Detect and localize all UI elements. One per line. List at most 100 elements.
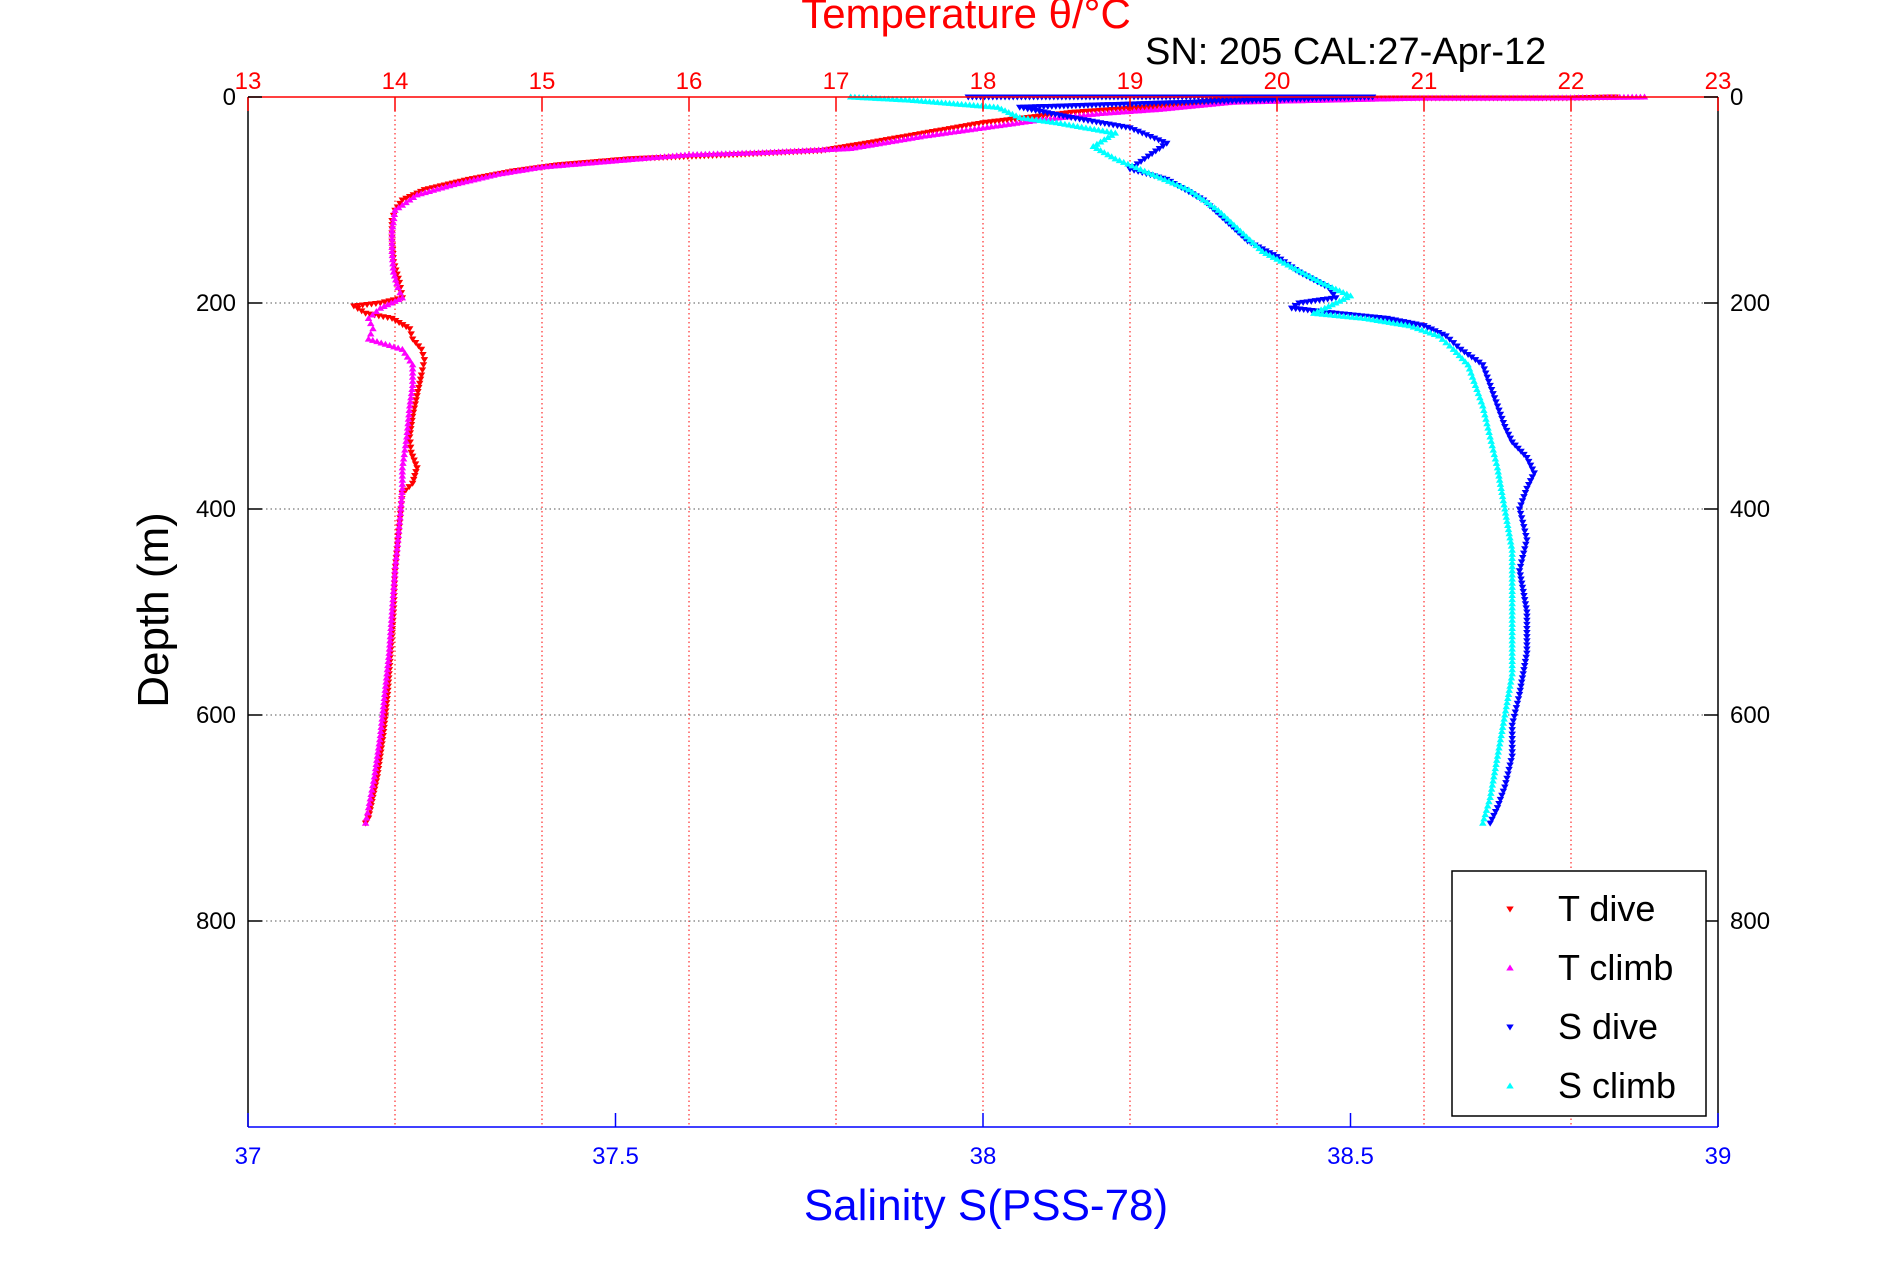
data-point (1332, 285, 1340, 292)
data-point (1335, 287, 1344, 294)
data-point (1124, 160, 1132, 167)
data-point (1109, 109, 1117, 116)
data-point (381, 340, 390, 347)
data-point (1122, 108, 1130, 115)
data-point (1488, 442, 1496, 449)
data-point (1001, 107, 1009, 114)
depth-tick-label-right: 0 (1730, 84, 1743, 111)
data-point (1173, 181, 1181, 188)
data-point (1310, 275, 1318, 282)
data-point (411, 339, 420, 346)
data-point (1140, 167, 1149, 174)
temperature-tick-label: 22 (1558, 68, 1585, 95)
data-point (1086, 125, 1094, 132)
data-point (387, 299, 396, 306)
data-point (1117, 108, 1126, 115)
salinity-tick-label: 37.5 (592, 1143, 639, 1170)
chart-subtitle: SN: 205 CAL:27-Apr-12 (1145, 31, 1546, 73)
data-point (1442, 333, 1450, 340)
data-point (425, 187, 434, 194)
data-point (1499, 419, 1508, 426)
data-point (1126, 107, 1134, 114)
data-point (1523, 454, 1531, 461)
data-point (900, 136, 908, 143)
data-point (367, 320, 375, 327)
data-point (1522, 541, 1530, 548)
data-point (1245, 236, 1254, 243)
data-point (1130, 107, 1138, 114)
data-point (941, 129, 949, 136)
data-point (486, 172, 494, 179)
data-point (1344, 313, 1352, 320)
data-point (1522, 605, 1530, 612)
data-point (1506, 435, 1515, 442)
legend: T dive T climb S dive S climb (1451, 870, 1707, 1117)
data-point (429, 186, 438, 193)
data-point (363, 809, 372, 816)
data-point (510, 168, 518, 175)
data-point (1329, 291, 1338, 298)
data-point (373, 338, 381, 345)
data-point (993, 103, 1002, 110)
data-point (1523, 617, 1531, 624)
data-point (1491, 809, 1500, 816)
data-point (1092, 110, 1101, 117)
data-point (482, 173, 490, 180)
data-point (1445, 342, 1454, 349)
data-point (1036, 117, 1044, 124)
data-point (417, 346, 426, 353)
data-point (1111, 155, 1120, 162)
data-point (871, 140, 879, 147)
data-point (1508, 753, 1516, 760)
data-point (391, 297, 399, 304)
depth-tick-label-left: 400 (196, 496, 236, 523)
data-point (1148, 171, 1157, 178)
temperature-tick-label: 16 (676, 68, 703, 95)
series-t-climb (361, 93, 1649, 826)
temperature-tick-label: 13 (235, 68, 262, 95)
data-point (1517, 576, 1525, 583)
data-point (1507, 758, 1515, 765)
data-point (1487, 437, 1495, 444)
data-point (369, 336, 377, 343)
data-point (1515, 691, 1524, 698)
data-point (1161, 176, 1169, 183)
data-point (1521, 601, 1530, 608)
data-point (1169, 179, 1177, 186)
data-point (1453, 343, 1461, 350)
data-point (383, 301, 392, 308)
data-point (1508, 722, 1516, 729)
data-point (365, 799, 374, 806)
data-point (1492, 399, 1500, 406)
data-point (863, 142, 871, 149)
data-point (1504, 431, 1513, 438)
data-point (1048, 118, 1057, 125)
data-point (1090, 125, 1099, 132)
data-point (1328, 301, 1336, 308)
data-point (1521, 658, 1530, 665)
data-point (954, 127, 962, 134)
data-point (1016, 114, 1024, 121)
data-point (1523, 609, 1531, 616)
data-point (1461, 358, 1469, 365)
data-point (1061, 120, 1069, 127)
data-point (1481, 370, 1490, 377)
data-point (1484, 424, 1492, 431)
data-point (1096, 138, 1105, 145)
data-point (1510, 713, 1519, 720)
legend-label: T climb (1558, 947, 1673, 988)
data-point (1495, 407, 1503, 414)
data-point (1008, 120, 1017, 127)
data-point (1082, 124, 1090, 131)
data-point (1518, 498, 1527, 505)
data-point (1115, 157, 1124, 164)
data-point (1438, 335, 1447, 342)
data-point (1513, 700, 1522, 707)
data-point (421, 189, 429, 196)
legend-marker (1506, 906, 1514, 913)
data-point (1343, 294, 1351, 301)
legend-box (1451, 870, 1707, 1117)
data-point (1373, 316, 1381, 323)
data-point (1517, 559, 1526, 566)
data-point (1134, 107, 1143, 114)
